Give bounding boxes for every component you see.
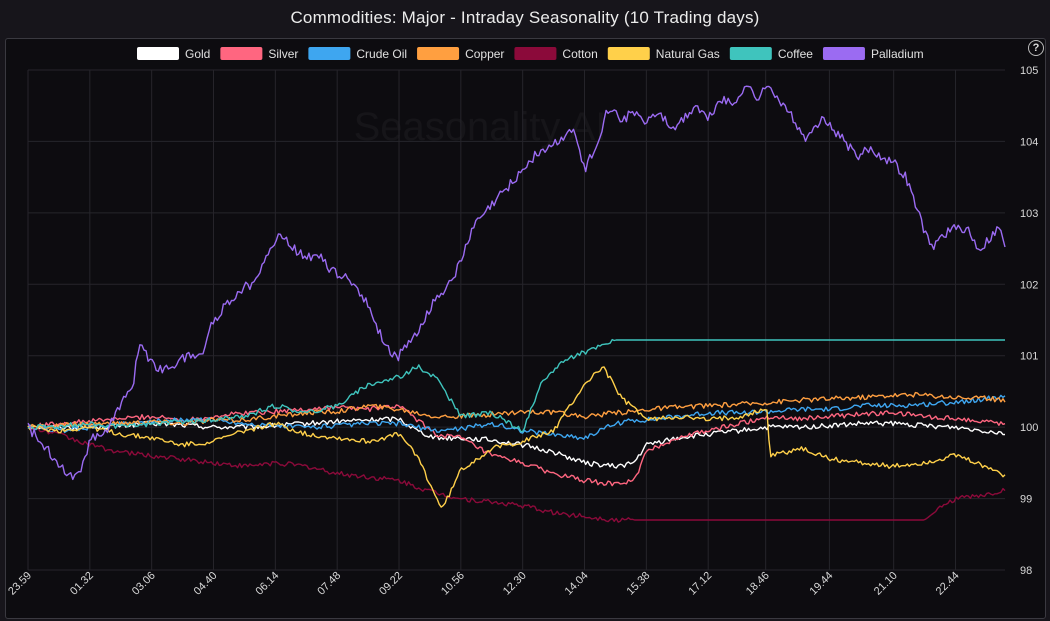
x-tick-label: 09.22 bbox=[377, 570, 405, 598]
series-line-gold bbox=[27, 416, 1006, 469]
y-tick-label: 101 bbox=[1020, 351, 1038, 363]
legend-label: Coffee bbox=[778, 47, 813, 61]
legend-item: Coffee bbox=[729, 47, 813, 61]
x-tick-label: 03.06 bbox=[130, 570, 158, 598]
legend-label: Natural Gas bbox=[656, 47, 720, 61]
x-tick-label: 22.44 bbox=[934, 570, 962, 598]
x-tick-label: 23.59 bbox=[6, 570, 34, 598]
series-line-coffee bbox=[27, 338, 1005, 433]
legend-item: Crude Oil bbox=[308, 47, 407, 61]
y-tick-label: 104 bbox=[1020, 136, 1038, 148]
y-tick-label: 98 bbox=[1020, 565, 1032, 577]
y-tick-label: 99 bbox=[1020, 494, 1032, 506]
legend-item: Palladium bbox=[822, 47, 924, 61]
y-tick-label: 103 bbox=[1020, 208, 1038, 220]
legend-label: Crude Oil bbox=[356, 47, 407, 61]
watermark: Seasonality.AI bbox=[354, 105, 607, 149]
legend-item: Gold bbox=[137, 47, 210, 61]
x-tick-label: 17.12 bbox=[686, 570, 714, 598]
help-icon[interactable]: ? bbox=[1028, 40, 1044, 56]
series-line-silver bbox=[27, 404, 1006, 487]
legend-swatch bbox=[729, 47, 772, 60]
series-line-natural-gas bbox=[27, 366, 1006, 508]
x-tick-label: 15.38 bbox=[625, 570, 653, 598]
x-tick-label: 14.04 bbox=[563, 570, 591, 598]
y-tick-label: 100 bbox=[1020, 422, 1038, 434]
legend: Gold Silver Crude Oil Copper Cotton Natural G… bbox=[137, 47, 924, 61]
legend-label: Gold bbox=[185, 47, 210, 61]
series-line-cotton bbox=[27, 425, 1006, 523]
legend-item: Copper bbox=[417, 47, 504, 61]
series-line-crude-oil bbox=[27, 394, 1006, 441]
x-tick-label: 07.48 bbox=[315, 570, 343, 598]
y-tick-label: 102 bbox=[1020, 279, 1038, 291]
legend-swatch bbox=[417, 47, 460, 60]
x-tick-label: 06.14 bbox=[254, 570, 282, 598]
x-tick-label: 04.40 bbox=[192, 570, 220, 598]
x-tick-label: 18.46 bbox=[744, 570, 772, 598]
legend-label: Palladium bbox=[871, 47, 924, 61]
legend-swatch bbox=[137, 47, 179, 60]
series-line-palladium bbox=[27, 85, 1006, 481]
chart-panel bbox=[5, 38, 1046, 619]
legend-swatch bbox=[514, 47, 557, 60]
x-tick-label: 21.10 bbox=[872, 570, 900, 598]
x-tick-label: 12.30 bbox=[501, 570, 529, 598]
chart-title: Commodities: Major - Intraday Seasonalit… bbox=[290, 8, 760, 27]
y-axis: 98 99 100 101 102 103 104 105 bbox=[1020, 65, 1038, 577]
legend-item: Natural Gas bbox=[607, 47, 720, 61]
x-tick-label: 01.32 bbox=[68, 570, 96, 598]
legend-label: Cotton bbox=[562, 47, 597, 61]
legend-swatch bbox=[822, 47, 865, 60]
legend-item: Silver bbox=[220, 47, 298, 61]
legend-item: Cotton bbox=[514, 47, 598, 61]
x-axis: 23.59 01.32 03.06 04.40 06.14 07.48 09.22 10.56… bbox=[6, 570, 961, 598]
legend-label: Silver bbox=[268, 47, 298, 61]
x-tick-label: 10.56 bbox=[439, 570, 467, 598]
legend-swatch bbox=[220, 47, 263, 60]
series-lines bbox=[27, 85, 1006, 523]
legend-label: Copper bbox=[465, 47, 504, 61]
series-line-copper bbox=[27, 391, 1006, 430]
legend-swatch bbox=[607, 47, 650, 60]
legend-swatch bbox=[308, 47, 351, 60]
x-tick-label: 19.44 bbox=[808, 570, 836, 598]
y-tick-label: 105 bbox=[1020, 65, 1038, 77]
